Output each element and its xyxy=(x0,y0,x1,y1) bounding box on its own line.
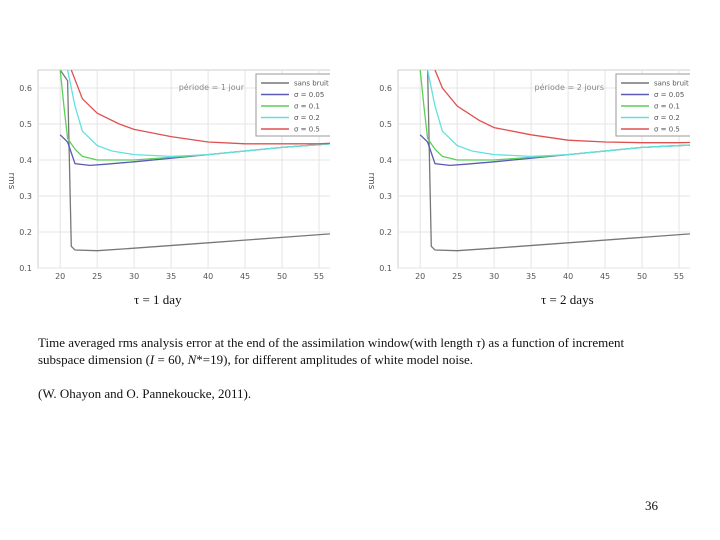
rms-chart-2-days: 2025303540455055600.10.20.30.40.50.6rmsp… xyxy=(366,69,690,281)
y-tick-label: 0.4 xyxy=(19,156,32,165)
x-tick-label: 30 xyxy=(129,272,139,281)
chart-panel-right: 2025303540455055600.10.20.30.40.50.6rmsp… xyxy=(360,66,690,296)
y-tick-label: 0.5 xyxy=(379,120,392,129)
series-line xyxy=(66,70,330,158)
series-line xyxy=(434,70,690,144)
x-tick-label: 25 xyxy=(92,272,102,281)
legend-label: sans bruit xyxy=(294,80,329,88)
series-line xyxy=(426,70,690,252)
series-line xyxy=(59,70,330,252)
caption-N-symbol: N xyxy=(187,352,197,367)
tau-label-left: τ = 1 day xyxy=(134,292,182,307)
caption-I-symbol: I xyxy=(149,352,155,367)
x-tick-label: 55 xyxy=(314,272,324,281)
legend-box xyxy=(255,73,330,137)
x-tick-label: 45 xyxy=(600,272,610,281)
chart-panel-left: 2025303540455055600.10.20.30.40.50.6rmsp… xyxy=(0,66,330,296)
x-tick-label: 35 xyxy=(526,272,536,281)
x-tick-label: 50 xyxy=(277,272,287,281)
y-tick-label: 0.6 xyxy=(19,84,32,93)
legend-label: σ = 0.05 xyxy=(294,91,324,99)
x-tick-label: 50 xyxy=(637,272,647,281)
legend-label: σ = 0.1 xyxy=(294,103,320,111)
y-tick-label: 0.3 xyxy=(19,192,32,201)
series-line xyxy=(426,70,690,158)
x-tick-label: 30 xyxy=(489,272,499,281)
x-tick-label: 55 xyxy=(674,272,684,281)
y-tick-label: 0.5 xyxy=(19,120,32,129)
x-tick-label: 20 xyxy=(55,272,65,281)
x-tick-label: 40 xyxy=(563,272,573,281)
y-tick-label: 0.3 xyxy=(379,192,392,201)
caption-text: Time averaged rms analysis error at the … xyxy=(38,335,477,350)
legend-label: σ = 0.5 xyxy=(294,126,320,134)
tau-label-right: τ = 2 days xyxy=(541,292,594,307)
y-axis-title: rms xyxy=(6,173,16,190)
legend-label: σ = 0.1 xyxy=(654,103,680,111)
y-tick-label: 0.2 xyxy=(379,228,392,237)
legend-label: σ = 0.05 xyxy=(654,91,684,99)
x-tick-label: 20 xyxy=(415,272,425,281)
y-tick-label: 0.1 xyxy=(379,264,392,273)
page-number: 36 xyxy=(645,498,658,513)
caption-text: *=19), for different amplitudes of white… xyxy=(196,352,474,367)
x-tick-label: 25 xyxy=(452,272,462,281)
chart-title: période = 2 jours xyxy=(535,82,604,92)
figure-caption: Time averaged rms analysis error at the … xyxy=(38,334,688,368)
legend-label: σ = 0.5 xyxy=(654,126,680,134)
y-tick-label: 0.4 xyxy=(379,156,392,165)
legend-box xyxy=(615,73,690,137)
chart-title: période = 1 jour xyxy=(179,82,245,92)
y-tick-label: 0.2 xyxy=(19,228,32,237)
legend-label: σ = 0.2 xyxy=(294,114,320,122)
series-line xyxy=(70,70,330,145)
caption-text: subspace dimension ( xyxy=(38,352,150,367)
citation: (W. Ohayon and O. Pannekoucke, 2011). xyxy=(38,386,252,401)
caption-text: ) as a function of increment xyxy=(480,335,625,350)
y-tick-label: 0.1 xyxy=(19,264,32,273)
rms-chart-1-day: 2025303540455055600.10.20.30.40.50.6rmsp… xyxy=(6,69,330,281)
caption-text: = 60, xyxy=(154,352,188,367)
legend-label: sans bruit xyxy=(654,80,689,88)
caption-tau-symbol: τ xyxy=(476,335,481,350)
legend-label: σ = 0.2 xyxy=(654,114,680,122)
x-tick-label: 35 xyxy=(166,272,176,281)
x-tick-label: 45 xyxy=(240,272,250,281)
y-tick-label: 0.6 xyxy=(379,84,392,93)
x-tick-label: 40 xyxy=(203,272,213,281)
y-axis-title: rms xyxy=(366,173,376,190)
